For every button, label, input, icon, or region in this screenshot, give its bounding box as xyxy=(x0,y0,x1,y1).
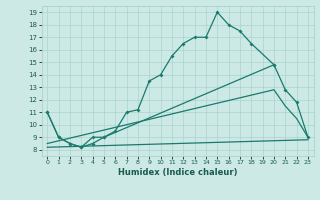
X-axis label: Humidex (Indice chaleur): Humidex (Indice chaleur) xyxy=(118,168,237,177)
